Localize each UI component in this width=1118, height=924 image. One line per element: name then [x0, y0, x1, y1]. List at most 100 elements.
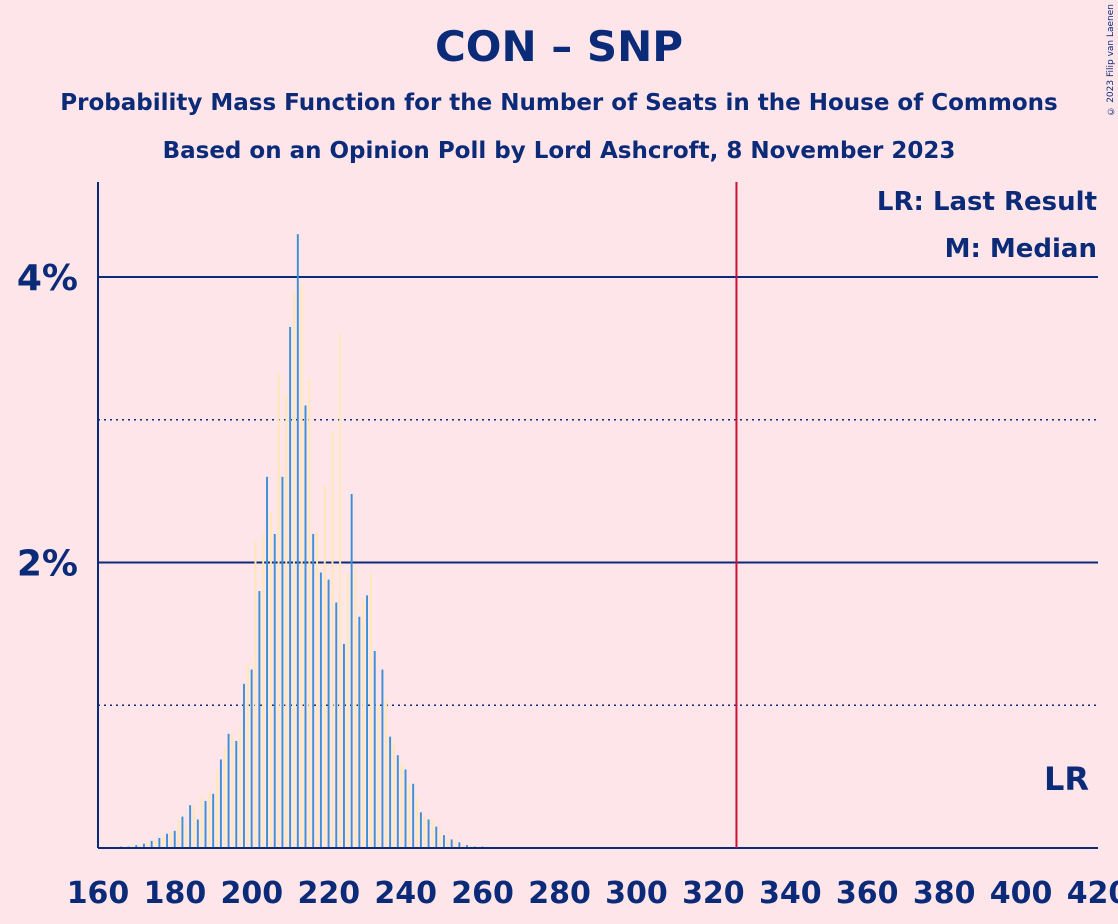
- bar: [200, 796, 203, 848]
- bar: [169, 832, 172, 848]
- bar: [166, 833, 168, 848]
- bar: [258, 591, 261, 848]
- bar: [431, 819, 434, 848]
- bar: [293, 291, 295, 848]
- bar: [393, 742, 395, 848]
- x-tick-label: 280: [528, 876, 591, 911]
- bar: [366, 595, 368, 848]
- bar: [143, 843, 145, 848]
- bar: [312, 533, 315, 848]
- bar: [412, 783, 415, 848]
- bar: [135, 845, 138, 848]
- bar: [289, 326, 292, 848]
- bar: [435, 826, 438, 848]
- bar: [219, 759, 222, 848]
- bar: [304, 405, 307, 848]
- bar: [454, 840, 457, 848]
- bar: [185, 825, 188, 848]
- x-tick-label: 200: [221, 876, 284, 911]
- bar: [377, 705, 380, 848]
- bar: [281, 476, 284, 848]
- bar: [300, 284, 303, 848]
- bar: [273, 533, 276, 848]
- y-tick-label: 2%: [17, 544, 78, 585]
- bar: [354, 568, 357, 848]
- bar: [323, 485, 326, 848]
- bar: [208, 790, 211, 848]
- chart-source: Based on an Opinion Poll by Lord Ashcrof…: [162, 138, 956, 164]
- bar: [231, 733, 234, 848]
- bar: [250, 669, 253, 848]
- axes: [97, 182, 1098, 849]
- bar: [277, 372, 280, 848]
- bar: [269, 512, 272, 848]
- legend-median: M: Median: [945, 234, 1097, 264]
- bar: [139, 845, 142, 848]
- bar: [350, 493, 353, 848]
- bar: [246, 662, 249, 848]
- legend-last-result: LR: Last Result: [877, 187, 1097, 217]
- bar: [381, 669, 384, 848]
- bar: [404, 769, 407, 848]
- bar: [339, 334, 342, 849]
- bar: [262, 533, 265, 848]
- bar: [408, 783, 411, 848]
- bar: [146, 842, 149, 848]
- bar: [162, 836, 165, 848]
- bar: [446, 839, 449, 848]
- bar: [131, 845, 134, 848]
- bar: [450, 839, 453, 848]
- bar: [189, 805, 192, 848]
- bar: [243, 683, 245, 848]
- gridlines: [98, 276, 1098, 706]
- bar: [331, 431, 334, 848]
- bar: [285, 394, 288, 848]
- bar: [458, 842, 461, 848]
- bar: [216, 769, 218, 848]
- x-tick-label: 180: [144, 876, 207, 911]
- bar: [181, 816, 184, 848]
- bar: [423, 816, 426, 848]
- bar: [193, 805, 195, 848]
- bar: [373, 651, 376, 848]
- bar: [227, 733, 230, 848]
- last-result-marker: LR: [1044, 760, 1089, 798]
- x-tick-label: 260: [451, 876, 514, 911]
- bar: [335, 602, 338, 848]
- bar: [223, 748, 226, 848]
- bar: [385, 698, 388, 848]
- bar: [316, 531, 318, 848]
- bar: [358, 616, 361, 848]
- bar: [343, 643, 345, 848]
- bar: [235, 740, 238, 848]
- bars: [116, 234, 484, 849]
- x-tick-label: 360: [836, 876, 899, 911]
- x-tick-label: 400: [990, 876, 1053, 911]
- x-tick-label: 320: [682, 876, 745, 911]
- axis-labels: 160 180 200 220 240 260 280 300 320 340 360 380 400 4…: [17, 258, 1118, 911]
- bar: [296, 234, 299, 849]
- bar: [212, 793, 215, 848]
- bar: [369, 572, 372, 848]
- bar: [308, 379, 311, 848]
- bar: [327, 579, 330, 848]
- bar: [254, 541, 257, 848]
- bar: [154, 839, 157, 848]
- bar: [389, 736, 392, 848]
- chart-title: CON – SNP: [434, 22, 684, 71]
- bar: [346, 573, 349, 848]
- bar: [173, 830, 176, 848]
- bar: [158, 838, 161, 848]
- bar: [319, 572, 322, 848]
- bar: [462, 843, 465, 848]
- x-tick-label: 160: [67, 876, 130, 911]
- bar: [439, 830, 442, 848]
- bar: [427, 819, 430, 848]
- bar: [466, 845, 468, 848]
- x-tick-label: 420: [1067, 876, 1118, 911]
- bar: [443, 835, 445, 848]
- x-tick-label: 220: [297, 876, 360, 911]
- x-tick-label: 300: [605, 876, 668, 911]
- bar: [196, 819, 199, 848]
